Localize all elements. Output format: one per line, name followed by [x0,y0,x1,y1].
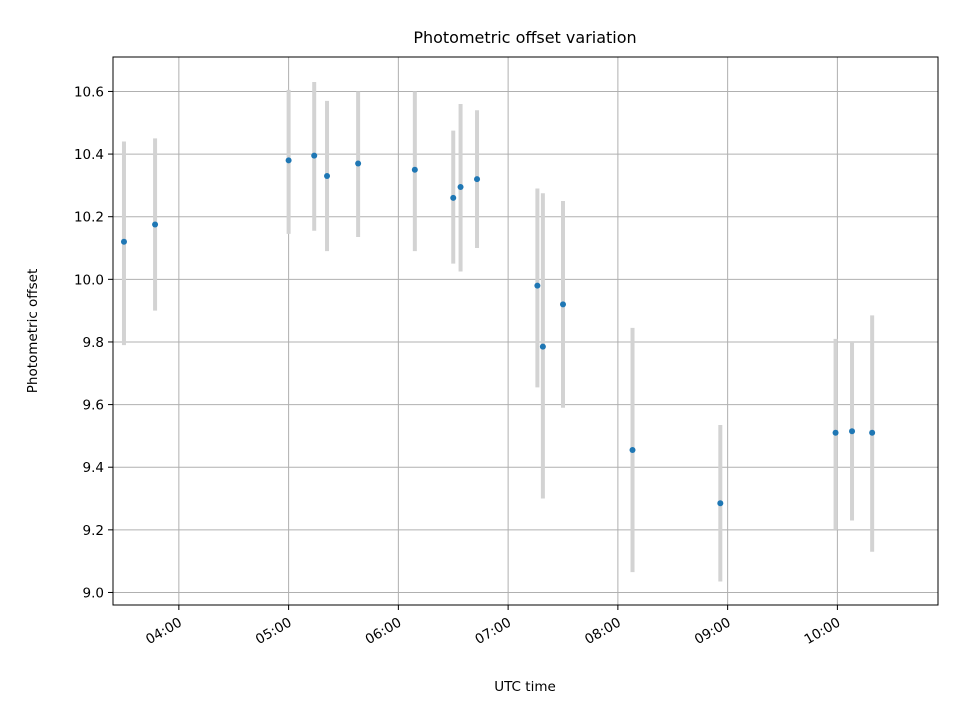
data-point [560,301,566,308]
data-point [539,343,546,350]
y-tick-label: 10.6 [74,84,104,100]
x-tick-label: 07:00 [472,615,514,648]
y-tick-label: 10.0 [74,272,104,288]
data-point [869,429,876,436]
data-point [311,152,318,159]
y-tick-label: 10.2 [74,210,104,226]
data-point [411,166,418,173]
x-tick-label: 09:00 [692,615,734,648]
data-point [285,157,292,164]
x-tick-label: 04:00 [143,615,185,648]
y-tick-label: 9.0 [83,585,104,601]
x-axis-ticks: 04:00 05:00 06:00 07:00 08:00 09:00 10:00 [143,605,843,648]
data-point [152,221,159,228]
data-points [120,152,876,507]
data-point [120,238,127,245]
x-tick-label: 05:00 [253,615,295,648]
data-point [324,172,331,179]
plot-frame [112,56,939,606]
data-point [450,194,457,201]
error-bars [121,82,875,582]
y-tick-label: 9.2 [83,523,104,539]
x-tick-label: 06:00 [363,615,405,648]
y-tick-label: 10.4 [74,147,104,163]
chart-title: Photometric offset variation [413,28,636,47]
data-point [355,160,362,167]
data-point [457,183,464,190]
data-point [717,500,724,507]
data-point [474,176,481,183]
x-axis-label: UTC time [494,679,556,695]
y-tick-label: 9.6 [83,398,104,414]
x-tick-label: 08:00 [582,615,624,648]
y-axis-ticks: 9.0 9.2 9.4 9.6 9.8 10.0 10.2 10.4 10.6 [74,84,113,601]
x-tick-label: 10:00 [802,615,844,648]
y-tick-label: 9.8 [83,335,104,351]
grid-lines [113,57,938,605]
data-point [849,428,856,435]
data-point [832,429,839,436]
data-point [534,282,541,289]
data-point [629,446,636,453]
y-axis-label: Photometric offset [25,269,41,393]
y-tick-label: 9.4 [83,460,104,476]
